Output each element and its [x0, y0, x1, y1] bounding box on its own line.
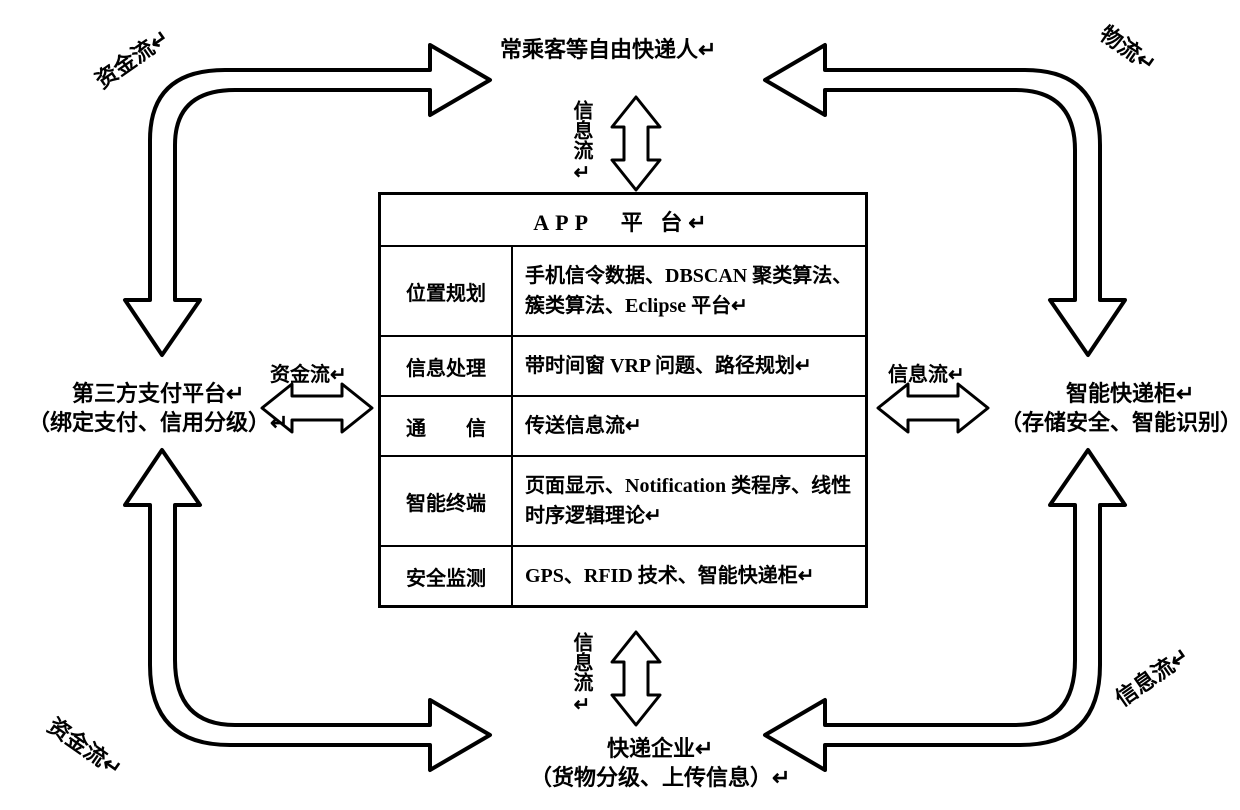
table-cell-left: 信息处理	[381, 337, 513, 395]
table-cell-right: 带时间窗 VRP 问题、路径规划↵	[513, 337, 865, 395]
table-cell-right: GPS、RFID 技术、智能快递柜↵	[513, 547, 865, 605]
node-top-label: 常乘客等自由快递人↵	[500, 36, 716, 65]
table-row: 信息处理 带时间窗 VRP 问题、路径规划↵	[381, 337, 865, 397]
small-arrow-label-top: 信息流↵	[568, 100, 594, 184]
node-right-line2: （存储安全、智能识别）↵	[1000, 410, 1240, 435]
table-row: 智能终端 页面显示、Notification 类程序、线性时序逻辑理论↵	[381, 457, 865, 547]
double-arrow-right	[878, 384, 988, 432]
table-cell-left: 位置规划	[381, 247, 513, 335]
table-cell-right: 页面显示、Notification 类程序、线性时序逻辑理论↵	[513, 457, 865, 545]
center-table: APP 平 台↵ 位置规划 手机信令数据、DBSCAN 聚类算法、簇类算法、Ec…	[378, 192, 868, 608]
double-arrow-top	[612, 97, 660, 190]
table-row: 通 信 传送信息流↵	[381, 397, 865, 457]
table-row: 位置规划 手机信令数据、DBSCAN 聚类算法、簇类算法、Eclipse 平台↵	[381, 247, 865, 337]
node-top-line1: 常乘客等自由快递人↵	[500, 37, 716, 62]
diagram-root: { "canvas": { "width": 1240, "height": 8…	[0, 0, 1240, 810]
arc-label-top-right: 物流↵	[1094, 20, 1162, 79]
table-cell-left: 智能终端	[381, 457, 513, 545]
center-table-title: APP 平 台↵	[381, 195, 865, 247]
node-left-line2: （绑定支付、信用分级）↵	[28, 410, 288, 435]
double-arrow-bottom	[612, 632, 660, 725]
small-arrow-label-bottom: 信息流↵	[568, 632, 594, 716]
node-bottom-line1: 快递企业↵	[607, 736, 713, 761]
table-cell-left: 安全监测	[381, 547, 513, 605]
arc-label-top-left: 资金流↵	[90, 24, 176, 96]
node-left-label: 第三方支付平台↵ （绑定支付、信用分级）↵	[28, 380, 288, 437]
node-right-label: 智能快递柜↵ （存储安全、智能识别）↵	[1000, 380, 1240, 437]
node-left-line1: 第三方支付平台↵	[72, 381, 244, 406]
small-arrow-label-right: 信息流↵	[888, 362, 965, 388]
arc-label-bottom-left: 资金流↵	[42, 712, 128, 784]
small-arrow-label-left: 资金流↵	[270, 362, 347, 388]
node-bottom-line2: （货物分级、上传信息）↵	[530, 765, 790, 790]
table-row: 安全监测 GPS、RFID 技术、智能快递柜↵	[381, 547, 865, 605]
node-right-line1: 智能快递柜↵	[1066, 381, 1194, 406]
arc-label-bottom-right: 信息流↵	[1110, 642, 1196, 714]
table-cell-left: 通 信	[381, 397, 513, 455]
node-bottom-label: 快递企业↵ （货物分级、上传信息）↵	[530, 735, 790, 792]
table-cell-right: 传送信息流↵	[513, 397, 865, 455]
table-cell-right: 手机信令数据、DBSCAN 聚类算法、簇类算法、Eclipse 平台↵	[513, 247, 865, 335]
